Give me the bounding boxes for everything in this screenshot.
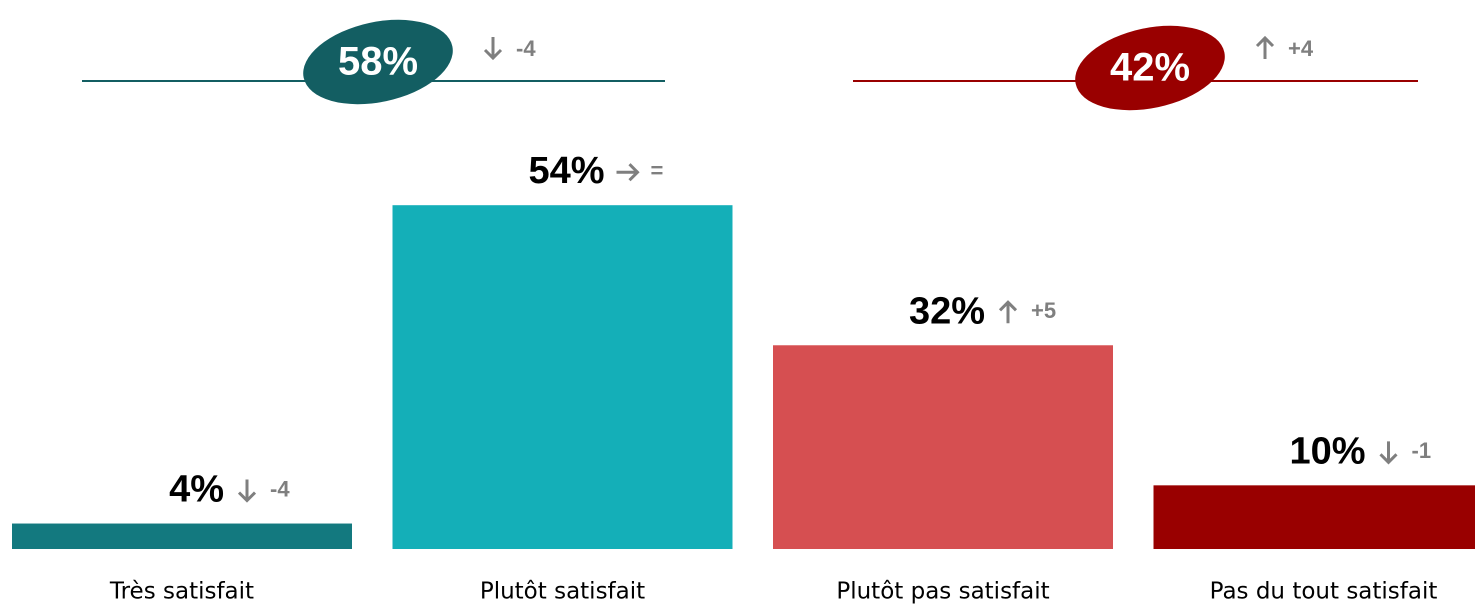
- change-label: -4: [270, 476, 290, 501]
- bar: [773, 345, 1113, 549]
- bar: [12, 523, 352, 549]
- category-label: Plutôt pas satisfait: [836, 579, 1049, 605]
- change-label: +5: [1031, 298, 1056, 323]
- group-value: 42%: [1110, 46, 1190, 90]
- group-change: -4: [516, 36, 536, 61]
- category-label: Pas du tout satisfait: [1210, 579, 1438, 605]
- group-change: +4: [1288, 36, 1314, 61]
- bar: [392, 205, 733, 549]
- category-label: Plutôt satisfait: [480, 579, 645, 605]
- category-label: Très satisfait: [109, 579, 254, 605]
- trend-arrow: [483, 37, 503, 61]
- value-label: 32%: [909, 290, 985, 332]
- value-label: 10%: [1289, 430, 1365, 472]
- trend-arrow: [998, 300, 1018, 324]
- value-label: 4%: [169, 469, 224, 511]
- trend-arrow: [1255, 35, 1275, 59]
- trend-arrow: [616, 163, 640, 182]
- change-label: -1: [1412, 438, 1432, 463]
- group-badge: [303, 19, 453, 105]
- bar: [1153, 485, 1475, 549]
- trend-arrow: [237, 479, 257, 503]
- trend-arrow: [1379, 441, 1398, 465]
- value-label: 54%: [528, 150, 604, 192]
- change-label: =: [651, 158, 664, 183]
- group-badge: [1075, 25, 1225, 111]
- group-value: 58%: [338, 40, 418, 84]
